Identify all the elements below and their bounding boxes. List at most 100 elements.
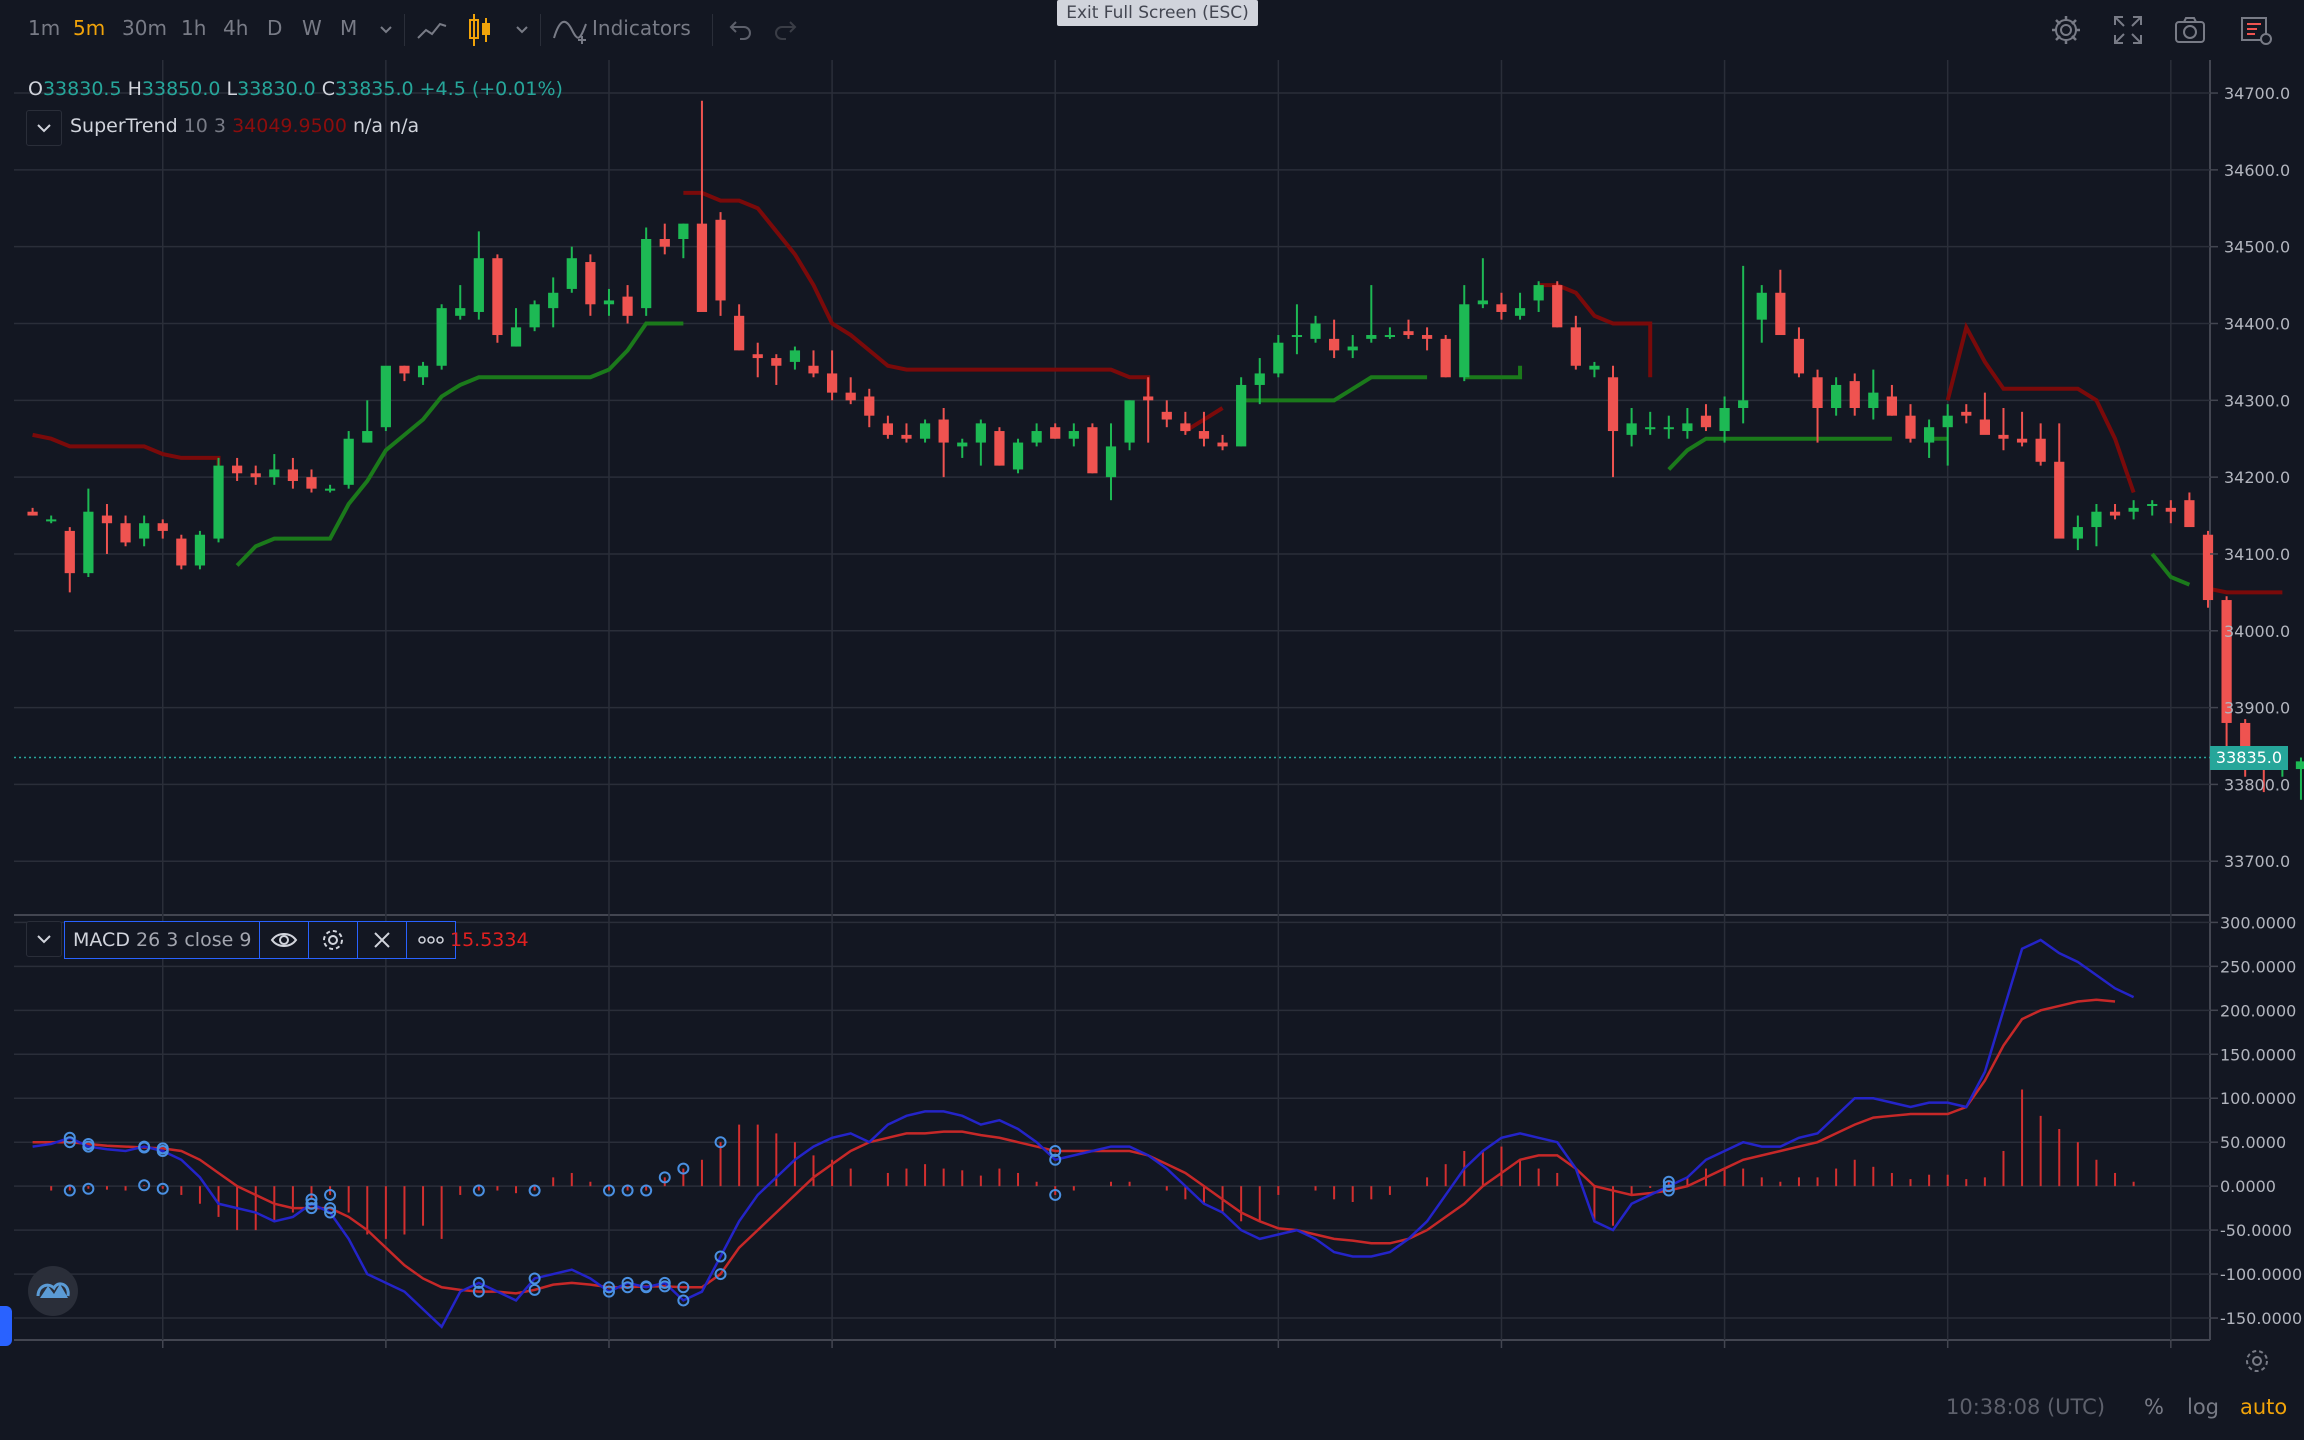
candle-body — [1124, 400, 1135, 443]
candle-body — [826, 373, 838, 393]
line-chart-icon[interactable] — [416, 16, 448, 44]
candle-body — [83, 511, 94, 574]
macd-legend[interactable]: MACD 26 3 close 9 — [64, 921, 457, 959]
candle-body — [1254, 373, 1265, 385]
candle-body — [715, 219, 726, 301]
candle-body — [975, 423, 986, 443]
candle-body — [752, 354, 763, 359]
candle-body — [2109, 511, 2121, 516]
interval-w[interactable]: W — [302, 16, 322, 40]
candle-body — [1087, 427, 1098, 474]
grid — [14, 60, 2211, 1341]
supertrend-segment — [683, 190, 1151, 401]
settings-icon[interactable] — [2048, 12, 2084, 48]
price-axis[interactable]: 34700.0 34600.0 34500.0 34400.0 34300.0 34200… — [2210, 84, 2302, 1328]
macd-axis-label: -100.0000 — [2220, 1265, 2302, 1284]
interval-30m[interactable]: 30m — [122, 16, 167, 40]
camera-icon[interactable] — [2172, 12, 2208, 48]
price-label: 34300.0 — [2224, 391, 2290, 410]
candle-body — [882, 423, 893, 435]
supertrend-legend[interactable]: SuperTrend 10 3 34049.9500 n/a n/a — [70, 115, 419, 137]
macd-collapse-button[interactable] — [26, 921, 62, 957]
candle-body — [1738, 400, 1749, 408]
candle-body — [734, 315, 745, 351]
chevron-down-icon[interactable] — [514, 22, 530, 38]
candle-body — [473, 258, 484, 312]
macd-line — [32, 938, 2135, 1329]
candle-body — [1198, 431, 1210, 439]
chevron-down-icon[interactable] — [378, 22, 394, 38]
candle-body — [1961, 411, 1972, 416]
indicators-icon[interactable] — [552, 14, 588, 50]
candle-body — [343, 438, 354, 485]
candle-body — [139, 523, 150, 539]
candle-body — [1812, 377, 1823, 408]
visibility-toggle-button[interactable] — [260, 922, 310, 958]
candle-body — [1068, 431, 1079, 439]
supertrend-line — [32, 190, 2283, 595]
manage-layouts-icon[interactable] — [2238, 12, 2274, 48]
left-panel-handle[interactable] — [0, 1306, 12, 1346]
interval-1m[interactable]: 1m — [28, 16, 61, 40]
interval-1h[interactable]: 1h — [181, 16, 207, 40]
more-icon — [418, 936, 445, 944]
crossover-marker — [472, 1276, 485, 1289]
auto-toggle[interactable]: auto — [2240, 1395, 2288, 1419]
gear-icon — [323, 930, 344, 950]
time-axis[interactable]: 02:0003:0004:0005:0006:0007:0008:0009:00… — [138, 1340, 2195, 1352]
crossover-marker — [658, 1280, 671, 1293]
interval-d[interactable]: D — [267, 16, 283, 40]
chart-area[interactable]: 34700.0 34600.0 34500.0 34400.0 34300.0 34200… — [0, 60, 2304, 1352]
candle-body — [994, 431, 1005, 466]
exit-fullscreen-button[interactable]: Exit Full Screen (ESC) — [1057, 0, 1258, 26]
crossover-marker — [156, 1142, 169, 1155]
indicators-button[interactable]: Indicators — [592, 16, 691, 40]
percent-toggle[interactable]: % — [2144, 1395, 2164, 1419]
candle-body — [269, 469, 280, 478]
crossover-marker — [82, 1137, 95, 1150]
candles — [27, 100, 2304, 800]
crossover-marker — [82, 1182, 95, 1195]
macd-name: MACD — [73, 929, 130, 951]
bottom-bar: 10:38:08 (UTC) % log auto — [0, 1352, 2304, 1440]
candle-body — [492, 258, 503, 336]
macd-axis-label: -50.0000 — [2220, 1221, 2292, 1240]
candle-body — [1329, 338, 1340, 351]
undo-icon[interactable] — [728, 18, 754, 42]
macd-settings-button[interactable] — [309, 922, 359, 958]
log-toggle[interactable]: log — [2187, 1395, 2220, 1419]
interval-m[interactable]: M — [340, 16, 358, 40]
macd-title: MACD 26 3 close 9 — [65, 922, 261, 958]
candle-body — [1514, 308, 1526, 316]
crossover-marker — [621, 1281, 634, 1294]
candle-body — [1793, 338, 1805, 374]
redo-icon[interactable] — [772, 18, 798, 42]
candle-body — [1403, 331, 1414, 336]
crossover-marker — [714, 1268, 727, 1281]
candle-body — [1459, 304, 1470, 378]
candle-body — [566, 258, 577, 289]
ohlc-open: 33830.5 — [42, 78, 122, 100]
candle-body — [1998, 434, 2009, 439]
macd-axis-label: 100.0000 — [2220, 1089, 2296, 1108]
candles-icon[interactable] — [466, 12, 494, 48]
candle-body — [2016, 438, 2028, 443]
interval-5m[interactable]: 5m — [73, 16, 106, 40]
fullscreen-icon[interactable] — [2110, 12, 2146, 48]
macd-more-button[interactable] — [407, 922, 455, 958]
candle-body — [455, 308, 466, 316]
logo-button[interactable] — [28, 1266, 78, 1316]
axis-settings-icon[interactable] — [2242, 1346, 2272, 1376]
macd-remove-button[interactable] — [358, 922, 408, 958]
macd-axis-label: 300.0000 — [2220, 913, 2296, 932]
interval-4h[interactable]: 4h — [223, 16, 249, 40]
supertrend-segment — [32, 432, 221, 466]
candle-body — [1366, 335, 1377, 339]
supertrend-collapse-button[interactable] — [26, 110, 62, 146]
candle-body — [696, 223, 708, 312]
crossover-marker — [1662, 1180, 1675, 1193]
candle-body — [1236, 384, 1247, 447]
candle-body — [64, 530, 75, 574]
candle-body — [1645, 427, 1656, 430]
candle-body — [1868, 392, 1879, 408]
